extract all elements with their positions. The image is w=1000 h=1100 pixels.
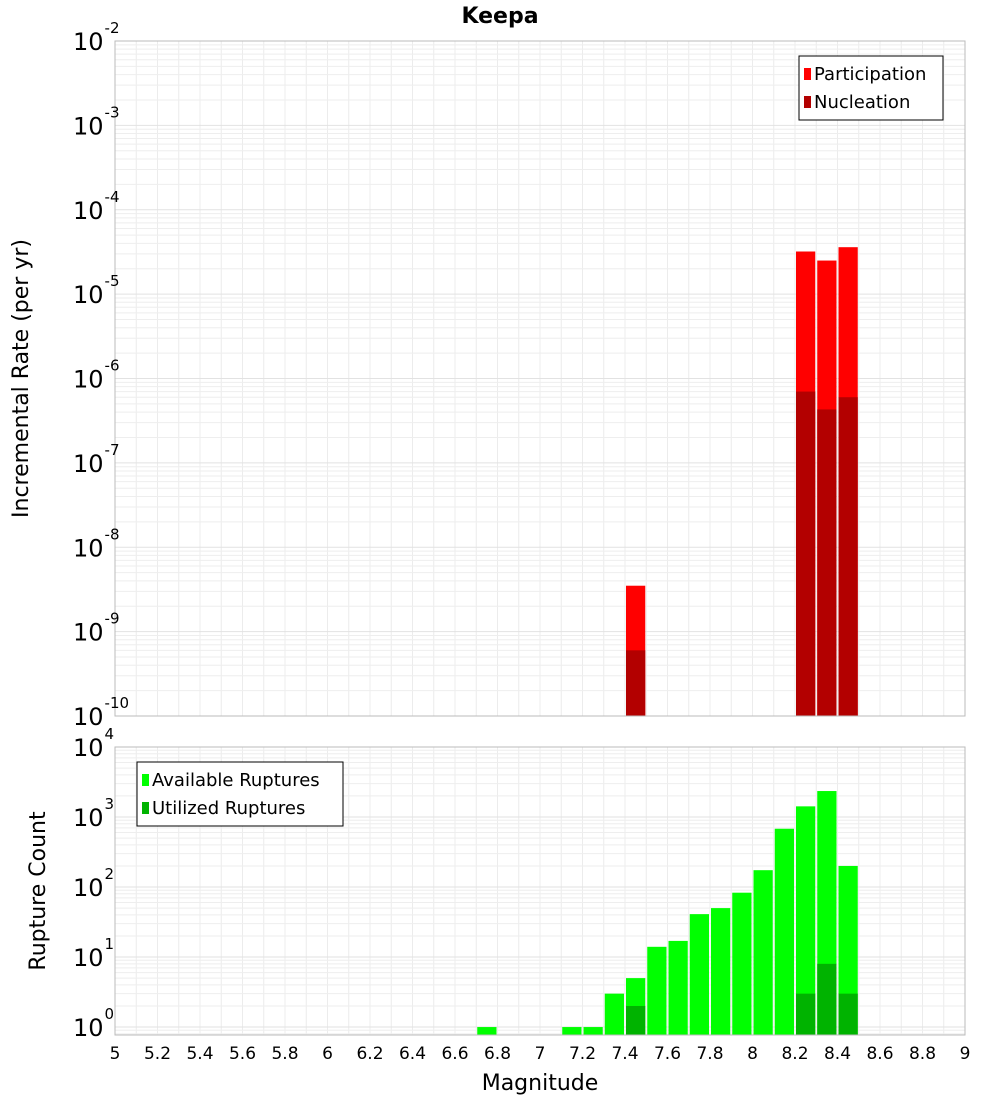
y-tick-label: 100 [73, 1005, 114, 1042]
legend-label: Available Ruptures [152, 770, 320, 791]
bar [689, 914, 709, 1035]
x-tick-label: 7.6 [654, 1044, 681, 1064]
x-tick-label: 8.8 [909, 1044, 936, 1064]
y-axis-label: Rupture Count [26, 811, 51, 971]
x-tick-label: 7.2 [569, 1044, 596, 1064]
legend-box [798, 55, 944, 121]
legend: Participation Nucleation [798, 55, 944, 121]
y-tick-exponent: -2 [105, 19, 120, 37]
x-tick-label: 6.8 [484, 1044, 511, 1064]
x-tick-label: 8 [747, 1044, 758, 1064]
bar [796, 391, 816, 716]
bar [817, 963, 837, 1035]
bar [796, 993, 816, 1035]
bar [583, 1027, 603, 1035]
y-tick-exponent: 0 [105, 1005, 115, 1023]
x-tick-label: 5.8 [271, 1044, 298, 1064]
y-tick-exponent: 2 [105, 865, 115, 883]
y-tick-exponent: -8 [105, 525, 120, 543]
bar [647, 946, 667, 1035]
legend-label: Participation [814, 64, 926, 85]
x-axis-label: Magnitude [482, 1071, 599, 1096]
y-tick-label: 10-4 [73, 188, 120, 225]
plot-frame [114, 746, 966, 1036]
x-tick-label: 6.6 [441, 1044, 468, 1064]
bar [626, 1005, 646, 1035]
y-tick-label: 102 [73, 865, 114, 902]
y-axis-ticks: 100 101 102 103 1 0 4 [73, 725, 114, 1042]
x-tick-label: 8.6 [866, 1044, 893, 1064]
x-tick-label: 5.2 [144, 1044, 171, 1064]
bar [817, 409, 837, 716]
bar [668, 940, 688, 1035]
y-tick-exponent: -6 [105, 357, 120, 375]
y-tick-exponent: -9 [105, 610, 120, 628]
bar [732, 892, 752, 1035]
legend-swatch [142, 802, 149, 814]
legend-box [136, 761, 344, 827]
y-tick-label: 103 [73, 795, 114, 832]
x-axis-ticks: 5 5.2 5.4 5.6 5.8 6 6.2 6.4 6.6 6.8 7 7.2 7.4 7.6 7.8 8… [110, 1044, 971, 1064]
y-tick-label: 10-2 [73, 19, 120, 56]
bar [774, 828, 794, 1035]
bar [753, 870, 773, 1035]
grid [114, 40, 966, 717]
legend-swatch [804, 68, 811, 80]
y-tick-label: 10-9 [73, 610, 120, 647]
y-tick-exponent: -3 [105, 103, 120, 121]
y-tick-exponent: -10 [105, 694, 130, 712]
y-tick-label: 10-6 [73, 357, 120, 394]
bar [838, 397, 858, 716]
legend: Available Ruptures Utilized Ruptures [136, 761, 344, 827]
x-tick-label: 8.2 [781, 1044, 808, 1064]
x-tick-label: 5.6 [229, 1044, 256, 1064]
x-tick-label: 6.4 [399, 1044, 426, 1064]
y-tick-label: 10-7 [73, 441, 120, 478]
x-tick-label: 6 [322, 1044, 333, 1064]
x-tick-label: 7 [535, 1044, 546, 1064]
y-tick-exponent: 3 [105, 795, 115, 813]
y-tick-exponent: -4 [105, 188, 120, 206]
bar [562, 1027, 582, 1035]
bar [838, 865, 858, 1035]
y-tick-label: 10-3 [73, 103, 120, 140]
bar [711, 908, 731, 1035]
x-tick-label: 7.8 [696, 1044, 723, 1064]
chart-title: Keepa [461, 4, 538, 29]
rupture-count-panel: 100 101 102 103 1 0 4 Rupture Count Available Ru… [26, 725, 966, 1042]
y-tick-exponent: 1 [105, 935, 115, 953]
y-tick-exponent: -7 [105, 441, 120, 459]
legend-swatch [804, 96, 811, 108]
series-nucleation [626, 391, 858, 716]
legend-label: Nucleation [814, 92, 910, 113]
x-tick-label: 9 [960, 1044, 971, 1064]
x-tick-label: 7.4 [611, 1044, 638, 1064]
plot-frame [114, 40, 966, 717]
x-tick-label: 8.4 [824, 1044, 851, 1064]
y-tick-exponent: -5 [105, 272, 120, 290]
x-tick-label: 5.4 [186, 1044, 213, 1064]
series-utilized-ruptures [626, 963, 858, 1035]
x-tick-label: 5 [110, 1044, 121, 1064]
bar [626, 650, 646, 716]
legend-label: Utilized Ruptures [152, 798, 305, 819]
bar [838, 993, 858, 1035]
bar [796, 806, 816, 1035]
x-tick-label: 6.2 [356, 1044, 383, 1064]
y-tick-exponent: 4 [105, 725, 115, 743]
y-tick-label: 10-5 [73, 272, 120, 309]
legend-swatch [142, 774, 149, 786]
y-tick-label: 101 [73, 935, 114, 972]
y-tick-label: 10-8 [73, 525, 120, 562]
bar [477, 1027, 497, 1035]
bar [604, 993, 624, 1035]
y-axis-label: Incremental Rate (per yr) [9, 239, 34, 518]
rate-panel: 10-1010-910-810-710-610-510-410-310-2Inc… [9, 19, 966, 731]
